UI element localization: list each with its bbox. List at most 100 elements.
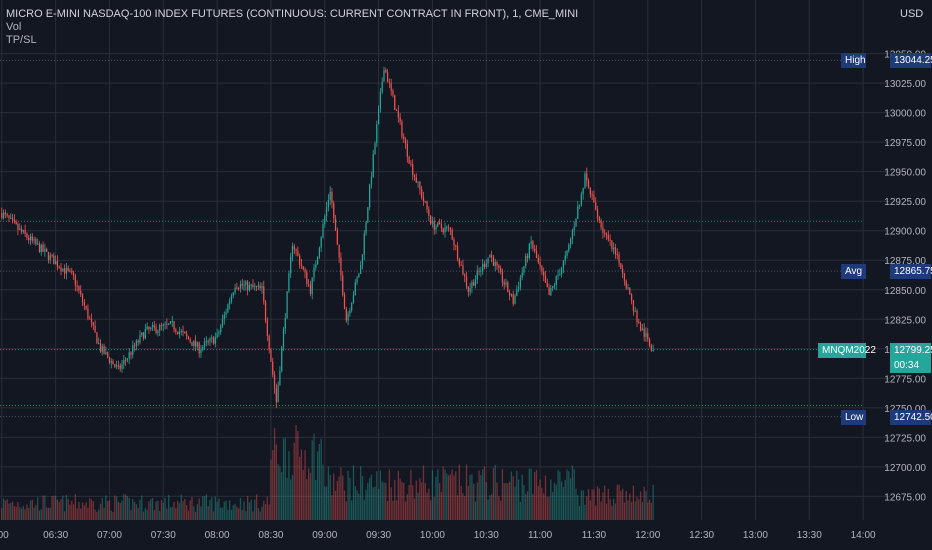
time-tick-label: 13:00: [743, 530, 768, 541]
volume-bar: [65, 494, 68, 520]
candle-body: [446, 227, 448, 229]
candle-body: [516, 289, 518, 296]
volume-bar: [214, 496, 216, 520]
volume-bar: [370, 474, 373, 520]
candle-body: [622, 268, 624, 274]
volume-bar: [146, 509, 148, 520]
volume-bar: [537, 485, 539, 520]
candle-body: [643, 328, 645, 337]
candle-body: [455, 245, 457, 247]
candle-body: [480, 270, 482, 272]
candle-body: [638, 322, 640, 324]
volume-bar: [379, 470, 382, 520]
time-tick-label: 08:30: [258, 530, 283, 541]
candle-body: [573, 226, 575, 231]
volume-bar: [519, 501, 521, 520]
candle-body: [467, 286, 469, 292]
candle-body: [482, 263, 484, 271]
volume-bar: [259, 511, 261, 520]
price-tick-label: 12875.00: [884, 256, 926, 267]
candle-body: [137, 340, 139, 343]
price-tick-label: 12975.00: [884, 138, 926, 149]
time-tick-label: 12:30: [689, 530, 714, 541]
volume-bar: [580, 490, 582, 520]
volume-bar: [13, 505, 15, 520]
candle-body: [652, 349, 654, 351]
volume-bar: [252, 511, 254, 520]
candle-body: [586, 173, 588, 181]
candle-body: [56, 260, 59, 267]
vol-indicator-label[interactable]: Vol: [6, 21, 22, 33]
volume-bar: [614, 503, 617, 520]
candle-body: [324, 216, 326, 225]
volume-bar: [593, 489, 595, 520]
candle-body: [349, 310, 351, 314]
volume-bar: [358, 493, 360, 520]
volume-bar: [53, 495, 55, 520]
low-marker-value: 12742.50: [890, 409, 932, 425]
volume-bar: [338, 476, 340, 520]
volume-bar: [543, 493, 545, 520]
candle-body: [164, 323, 166, 325]
time-axis[interactable]: :00 06:30 07:00 07:30 08:00 08:30 09:00 09:30 10…: [0, 530, 876, 541]
candle-body: [261, 286, 263, 289]
candle-body: [151, 325, 154, 328]
candle-body: [333, 203, 335, 219]
candle-body: [141, 332, 143, 336]
volume-bar: [412, 485, 414, 520]
candle-body: [544, 275, 547, 283]
candle-body: [207, 341, 209, 343]
candle-body: [508, 292, 511, 296]
candle-body: [534, 248, 536, 251]
currency-label[interactable]: USD: [900, 8, 924, 20]
candle-body: [166, 323, 168, 325]
candle-body: [200, 349, 202, 354]
volume-bar: [230, 509, 233, 520]
candle-body: [96, 332, 98, 344]
candle-body: [51, 255, 53, 257]
candle-body: [494, 262, 496, 266]
volume-bar: [494, 464, 496, 520]
volume-bar: [442, 466, 444, 520]
candle-body: [284, 317, 286, 329]
volume-bar: [596, 486, 599, 520]
volume-bar: [306, 479, 308, 520]
volume-bar: [634, 501, 636, 520]
volume-bar: [616, 484, 618, 520]
tpsl-indicator-label[interactable]: TP/SL: [6, 34, 37, 46]
candle-body: [431, 220, 434, 224]
volume-bar: [573, 469, 575, 520]
candle-body: [2, 212, 5, 218]
candle-body: [153, 325, 155, 328]
candle-body: [105, 352, 107, 355]
candle-body: [282, 328, 285, 348]
candle-body: [168, 323, 170, 325]
candle-body: [38, 243, 41, 253]
candle-body: [363, 233, 365, 255]
volume-bar: [31, 499, 33, 520]
low-marker-label: Low: [841, 409, 866, 425]
candle-body: [510, 294, 513, 296]
volume-bar: [618, 484, 620, 520]
volume-bar: [591, 489, 593, 520]
volume-bar: [517, 479, 520, 520]
volume-bar: [200, 506, 202, 520]
volume-bar: [4, 500, 7, 520]
volume-bar: [510, 471, 513, 520]
price-tick-label: 12825.00: [884, 315, 926, 326]
volume-bar: [62, 495, 64, 520]
volume-bar: [568, 471, 570, 520]
volume-bar: [419, 478, 421, 520]
volume-bar: [496, 482, 498, 520]
volume-bar: [315, 479, 317, 520]
candle-body: [388, 81, 391, 84]
candle-body: [162, 324, 164, 326]
volume-bar: [169, 507, 172, 520]
volume-bar: [548, 496, 550, 520]
candle-body: [300, 264, 303, 267]
candle-body: [625, 280, 627, 289]
volume-bar: [516, 470, 518, 520]
volume-bar: [162, 502, 164, 520]
